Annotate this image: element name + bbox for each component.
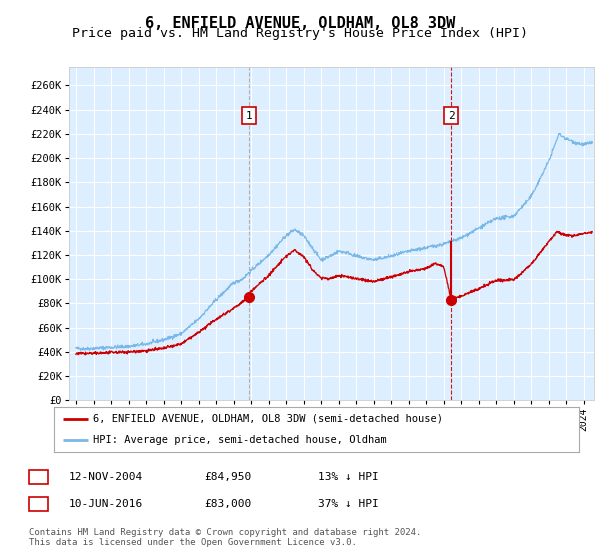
Text: 10-JUN-2016: 10-JUN-2016 [69,499,143,509]
Text: £84,950: £84,950 [204,472,251,482]
Text: 2: 2 [448,111,455,120]
Text: 6, ENFIELD AVENUE, OLDHAM, OL8 3DW (semi-detached house): 6, ENFIELD AVENUE, OLDHAM, OL8 3DW (semi… [94,414,443,424]
Text: 2: 2 [35,499,42,509]
Text: Price paid vs. HM Land Registry's House Price Index (HPI): Price paid vs. HM Land Registry's House … [72,27,528,40]
Text: 13% ↓ HPI: 13% ↓ HPI [318,472,379,482]
Text: HPI: Average price, semi-detached house, Oldham: HPI: Average price, semi-detached house,… [94,435,387,445]
Text: 12-NOV-2004: 12-NOV-2004 [69,472,143,482]
Text: 1: 1 [245,111,252,120]
Text: 6, ENFIELD AVENUE, OLDHAM, OL8 3DW: 6, ENFIELD AVENUE, OLDHAM, OL8 3DW [145,16,455,31]
Text: 1: 1 [35,472,42,482]
Text: £83,000: £83,000 [204,499,251,509]
Text: 37% ↓ HPI: 37% ↓ HPI [318,499,379,509]
Text: Contains HM Land Registry data © Crown copyright and database right 2024.
This d: Contains HM Land Registry data © Crown c… [29,528,421,547]
